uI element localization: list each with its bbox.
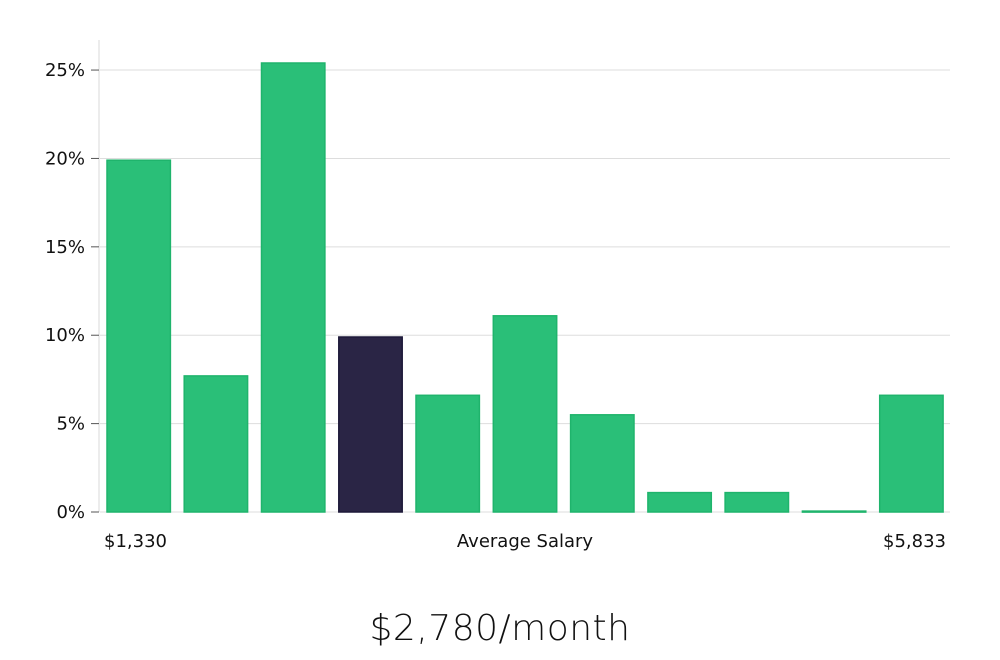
bar — [878, 394, 944, 513]
x-min-label: $1,330 — [104, 531, 167, 552]
x-max-label: $5,833 — [883, 531, 946, 552]
average-salary-value: $2,780/month — [369, 608, 631, 649]
y-tick-label: 20% — [45, 148, 85, 169]
bar — [647, 491, 713, 513]
bar — [492, 315, 558, 513]
bar — [415, 394, 481, 513]
y-tick-label: 5% — [56, 414, 85, 435]
bar — [106, 159, 172, 513]
y-tick-label: 15% — [45, 237, 85, 258]
y-tick-label: 25% — [45, 60, 85, 81]
bars — [106, 62, 944, 513]
y-tick-label: 0% — [56, 502, 85, 523]
bar — [801, 510, 867, 513]
salary-histogram: 0% 5% 10% 15% 20% 25% $1,330 Average Salary $… — [45, 40, 950, 552]
y-tick-label: 10% — [45, 325, 85, 346]
x-axis-title: Average Salary — [457, 531, 594, 552]
bar — [724, 491, 790, 513]
bar-highlighted — [338, 336, 403, 513]
bar — [183, 375, 249, 513]
bar — [569, 414, 635, 513]
y-axis-ticks: 0% 5% 10% 15% 20% 25% — [45, 60, 99, 523]
bar — [260, 62, 326, 513]
